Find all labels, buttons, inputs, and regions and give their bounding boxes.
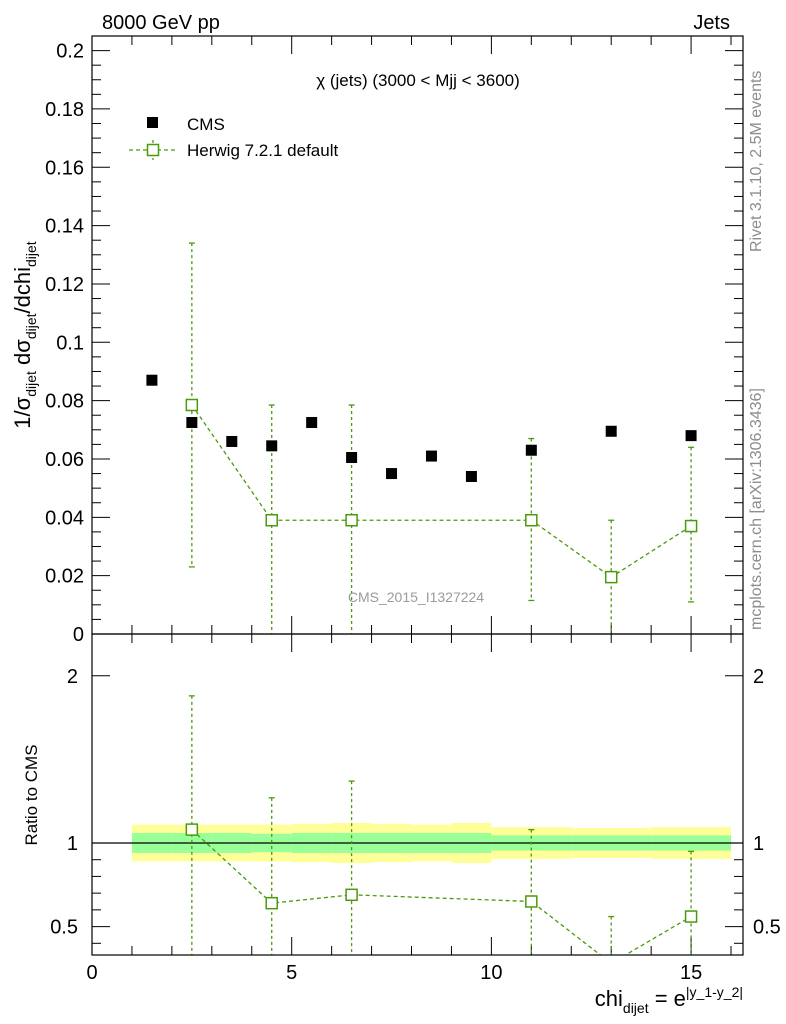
ratio-frame — [91, 633, 744, 956]
cms-data-point — [425, 450, 437, 462]
cms-data-point — [386, 468, 398, 480]
x-tick-label: 0 — [86, 962, 97, 984]
ratio-data-point — [606, 958, 617, 969]
cms-data-point — [186, 417, 198, 429]
ylabel-sub-c: dijet — [23, 241, 39, 267]
herwig-data-point — [345, 513, 358, 527]
ratio-axis-ticks: 0.5 0.5 1 1 2 2 0 5 10 15 — [50, 634, 781, 984]
y-tick-label: 0.06 — [45, 449, 84, 471]
legend-cms-label: CMS — [187, 115, 225, 134]
cms-data-point — [605, 425, 617, 437]
xlabel-part-a: chi — [595, 986, 623, 1011]
ylabel-sub-a: dijet — [23, 371, 39, 397]
ratio-data-point — [345, 888, 358, 902]
y-tick-label: 0.2 — [56, 41, 84, 63]
y-tick-label: 0.16 — [45, 157, 84, 179]
y-tick-label: 0 — [73, 624, 84, 646]
side-label-rivet: Rivet 3.1.10, 2.5M events — [748, 71, 765, 252]
herwig-data-point — [604, 570, 618, 584]
xlabel-sup: |y_1-y_2| — [686, 984, 743, 1000]
cms-data-point — [525, 444, 537, 456]
cms-data-point — [685, 430, 697, 442]
main-markers — [146, 374, 698, 584]
ratio-y-tick-label-right: 0.5 — [753, 917, 781, 939]
cms-data-point — [306, 417, 318, 429]
cms-data-point — [146, 374, 158, 386]
ratio-data-point — [684, 910, 698, 923]
ratio-error-bars — [188, 695, 695, 955]
y-tick-label: 0.14 — [45, 216, 84, 238]
ylabel-part-b: dσ — [10, 339, 35, 371]
legend: CMS Herwig 7.2.1 default — [129, 115, 338, 160]
y-tick-label: 0.04 — [45, 507, 84, 529]
ratio-data-point — [525, 895, 538, 908]
y-tick-label: 0.12 — [45, 274, 84, 296]
header-right: Jets — [693, 12, 730, 34]
cms-data-point — [266, 440, 278, 452]
ratio-panel: 0.5 0.5 1 1 2 2 0 5 10 15 — [50, 633, 781, 984]
main-y-axis-label: 1/σdijet dσdijet/dchidijet — [10, 241, 39, 429]
x-axis-label: chidijet = e|y_1-y_2| — [595, 984, 743, 1016]
herwig-data-point — [684, 519, 698, 533]
ratio-y-tick-label-left: 0.5 — [50, 917, 78, 939]
legend-herwig-label: Herwig 7.2.1 default — [187, 141, 338, 160]
cms-data-point — [226, 435, 238, 447]
legend-cms-marker — [147, 117, 158, 128]
ratio-y-tick-label-left: 1 — [67, 833, 78, 855]
herwig-series-line — [191, 404, 692, 578]
cms-data-point — [346, 452, 358, 464]
side-label-mcplots: mcplots.cern.ch [arXiv:1306.3436] — [748, 388, 765, 630]
y-tick-label: 0.02 — [45, 566, 84, 588]
header-left: 8000 GeV pp — [102, 12, 220, 34]
panel-title: χ (jets) (3000 < Mjj < 3600) — [316, 71, 520, 90]
ratio-y-tick-label-right: 2 — [753, 666, 764, 688]
x-tick-label: 15 — [680, 962, 702, 984]
ylabel-sub-b: dijet — [23, 313, 39, 339]
ratio-y-tick-label-right: 1 — [753, 833, 764, 855]
y-tick-label: 0.1 — [56, 332, 84, 354]
main-error-bars — [188, 242, 695, 634]
herwig-data-point — [185, 398, 199, 412]
x-tick-label: 5 — [286, 962, 297, 984]
ratio-data-point — [265, 896, 278, 910]
ylabel-part-c: /dchi — [10, 267, 35, 313]
x-tick-label: 10 — [480, 962, 502, 984]
ratio-markers — [185, 823, 698, 969]
cms-data-point — [465, 470, 477, 482]
herwig-data-point — [265, 513, 278, 527]
main-panel: 00.020.040.060.080.10.120.140.160.180.2 … — [45, 35, 744, 646]
main-axis-ticks: 0 0.02 0.04 0.06 0.08 0.1 0.12 0.14 0.16 0.18 0.2 — [45, 36, 743, 646]
watermark: CMS_2015_I1327224 — [348, 589, 484, 605]
xlabel-part-b: = e — [649, 986, 686, 1011]
ratio-data-point — [185, 823, 199, 836]
legend-herwig-marker — [146, 143, 160, 157]
xlabel-sub: dijet — [623, 1000, 649, 1016]
ylabel-part-a: 1/σ — [10, 396, 35, 428]
main-herwig-line — [191, 404, 692, 578]
herwig-data-point — [525, 513, 538, 527]
y-tick-label: 0.08 — [45, 391, 84, 413]
ratio-y-tick-label-left: 2 — [67, 666, 78, 688]
ratio-y-axis-label: Ratio to CMS — [22, 744, 41, 845]
y-tick-label: 0.18 — [45, 99, 84, 121]
